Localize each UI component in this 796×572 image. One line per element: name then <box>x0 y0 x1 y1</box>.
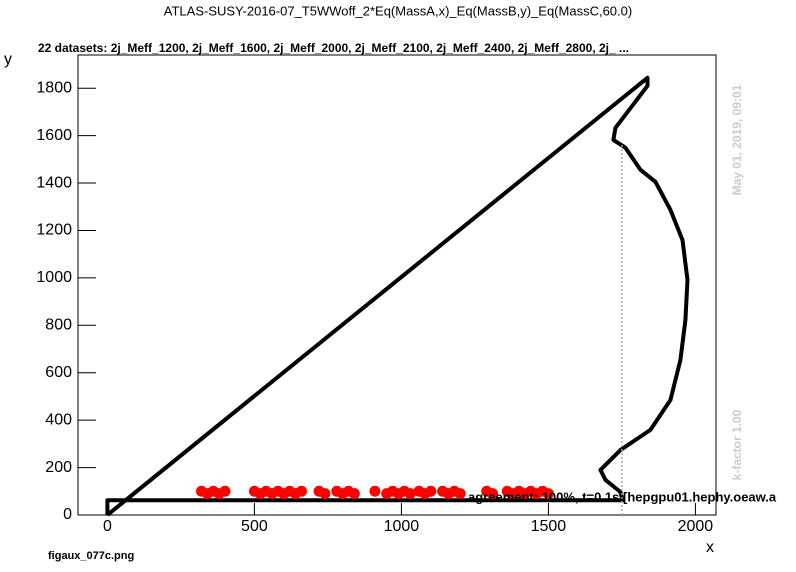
y-tick-label: 400 <box>45 411 72 428</box>
timestamp: May 01, 2019, 09:01 <box>730 84 744 195</box>
y-tick-label: 1400 <box>36 174 72 191</box>
filename: figaux_077c.png <box>48 550 134 562</box>
plot-frame <box>77 54 717 516</box>
x-tick-label: 1500 <box>531 518 567 535</box>
data-point <box>295 485 307 497</box>
x-tick-label: 1000 <box>384 518 420 535</box>
data-point <box>219 485 231 497</box>
y-axis-label: y <box>4 51 12 68</box>
data-point <box>404 488 416 500</box>
data-point <box>454 488 466 500</box>
data-point <box>348 488 360 500</box>
data-line <box>105 75 690 517</box>
y-tick-label: 1800 <box>36 79 72 96</box>
y-tick-label: 0 <box>63 506 72 523</box>
x-tick-label: 0 <box>103 518 112 535</box>
y-tick-label: 200 <box>45 459 72 476</box>
data-point <box>487 488 499 500</box>
y-tick-label: 1000 <box>36 269 72 286</box>
y-tick-label: 800 <box>45 317 72 334</box>
y-tick-label: 600 <box>45 364 72 381</box>
data-point <box>542 488 554 500</box>
chart-title: ATLAS-SUSY-2016-07_T5WWoff_2*Eq(MassA,x)… <box>164 3 632 18</box>
y-tick-label: 1200 <box>36 222 72 239</box>
data-point <box>319 488 331 500</box>
subtitle: 22 datasets: 2j_Meff_1200, 2j_Meff_1600,… <box>38 41 629 55</box>
x-axis-label: x <box>706 539 714 556</box>
x-tick-label: 2000 <box>678 518 714 535</box>
data-point <box>369 485 381 497</box>
y-tick-label: 1600 <box>36 127 72 144</box>
annotation: agreement: 100%, t=0.1s [hepgpu01.hephy.… <box>468 489 777 504</box>
data-point <box>425 485 437 497</box>
x-tick-label: 500 <box>241 518 268 535</box>
k-factor: k-factor 1.00 <box>730 409 744 480</box>
